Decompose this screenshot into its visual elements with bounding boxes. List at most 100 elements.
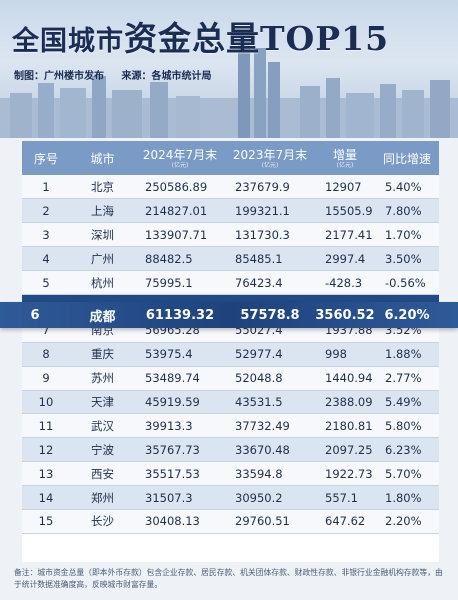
cell-city: 杭州 (70, 270, 135, 295)
hl-increase: 3560.52 (315, 307, 375, 323)
table-row: 1 北京 250586.89 237679.9 12907 5.40% (22, 175, 439, 200)
table-row: 12 宁波 35767.73 33670.48 2097.25 6.23% (22, 437, 439, 463)
cell-y2023: 33670.48 (225, 437, 315, 463)
cell-city: 宁波 (70, 437, 135, 463)
table-row: 11 武汉 39913.3 37732.49 2180.81 5.80% (22, 413, 439, 439)
cell-y2023: 131730.3 (225, 222, 315, 248)
title-prefix: 全国城市 (12, 26, 124, 57)
credit-source: 来源：各城市统计局 (121, 71, 212, 82)
cell-yoy: 1.88% (375, 342, 439, 367)
cell-yoy: 5.80% (375, 413, 439, 439)
cell-rank: 5 (22, 270, 70, 295)
hl-2024: 61139.32 (145, 307, 215, 323)
cell-increase: 2180.81 (315, 413, 375, 439)
cell-rank: 10 (22, 390, 70, 415)
table-header-row: 序号 城市 2024年7月末 (亿元) 2023年7月末 (亿元) 增量 (亿元) 同… (22, 141, 439, 175)
cell-increase: 2997.4 (315, 246, 375, 272)
header-increase: 增量 (亿元) (315, 141, 375, 175)
cell-y2023: 29760.51 (225, 509, 315, 534)
cell-y2024: 53489.74 (135, 366, 225, 391)
table-row: 10 天津 45919.59 43531.5 2388.09 5.49% (22, 390, 439, 415)
cell-city: 天津 (70, 390, 135, 415)
cell-yoy: 7.80% (375, 198, 439, 224)
header-2024-unit: (亿元) (171, 162, 189, 169)
cell-y2023: 37732.49 (225, 413, 315, 439)
cell-yoy: -0.56% (375, 270, 439, 295)
table-row: 3 深圳 133907.71 131730.3 2177.41 1.70% (22, 222, 439, 248)
cell-y2024: 39913.3 (135, 413, 225, 439)
cell-city: 重庆 (70, 342, 135, 367)
cell-rank: 13 (22, 461, 70, 487)
cell-rank: 11 (22, 413, 70, 439)
cell-rank: 14 (22, 485, 70, 510)
cell-city: 郑州 (70, 485, 135, 510)
cell-increase: 2177.41 (315, 222, 375, 248)
credits: 制图：广州楼市发布 来源：各城市统计局 (14, 67, 225, 82)
cell-city: 广州 (70, 246, 135, 272)
cell-increase: 12907 (315, 175, 375, 200)
footnote: 备注：城市资金总量（即本外币存款）包含企业存款、居民存款、机关团体存款、财政性存… (14, 568, 443, 589)
cell-increase: 15505.9 (315, 198, 375, 224)
cell-increase: 557.1 (315, 485, 375, 510)
cell-yoy: 5.70% (375, 461, 439, 487)
header-city: 城市 (90, 151, 115, 166)
header-increase-label: 增量 (332, 148, 357, 162)
header-2024-label: 2024年7月末 (142, 148, 218, 162)
table-row: 5 杭州 75995.1 76423.4 -428.3 -0.56% (22, 270, 439, 295)
hl-2023: 57578.8 (240, 307, 300, 323)
cell-yoy: 5.49% (375, 390, 439, 415)
cell-y2024: 250586.89 (135, 175, 225, 200)
cell-city: 西安 (70, 461, 135, 487)
hl-rank: 6 (30, 307, 40, 323)
cell-yoy: 6.23% (375, 437, 439, 463)
header-yoy: 同比增速 (382, 151, 431, 166)
cell-city: 北京 (70, 175, 135, 200)
cell-increase: -428.3 (315, 270, 375, 295)
cell-yoy: 3.50% (375, 246, 439, 272)
cell-city: 深圳 (70, 222, 135, 248)
hl-yoy: 6.20% (384, 307, 430, 323)
page-title: 全国城市资金总量TOP15 (12, 12, 389, 60)
cell-rank: 15 (22, 509, 70, 534)
header-2023-unit: (亿元) (261, 162, 279, 169)
cell-y2024: 53975.4 (135, 342, 225, 367)
cell-city: 苏州 (70, 366, 135, 391)
hl-city: 成都 (89, 309, 116, 325)
cell-yoy: 5.40% (375, 175, 439, 200)
cell-y2024: 133907.71 (135, 222, 225, 248)
cell-y2023: 237679.9 (225, 175, 315, 200)
header-2023-label: 2023年7月末 (232, 148, 308, 162)
city-skyline-image (0, 40, 458, 138)
credit-maker: 制图：广州楼市发布 (14, 71, 104, 82)
table-row: 13 西安 35517.53 33594.8 1922.73 5.70% (22, 461, 439, 487)
cell-y2024: 45919.59 (135, 390, 225, 415)
highlight-row-chengdu: 6 成都 61139.32 57578.8 3560.52 6.20% (0, 302, 458, 328)
cell-yoy: 2.77% (375, 366, 439, 391)
cell-rank: 4 (22, 246, 70, 272)
header-increase-unit: (亿元) (336, 162, 354, 169)
table-row: 15 长沙 30408.13 29760.51 647.62 2.20% (22, 509, 439, 534)
cell-city: 武汉 (70, 413, 135, 439)
cell-y2024: 31507.3 (135, 485, 225, 510)
cell-y2023: 30950.2 (225, 485, 315, 510)
ranking-table: 序号 城市 2024年7月末 (亿元) 2023年7月末 (亿元) 增量 (亿元) 同… (22, 141, 439, 562)
cell-y2023: 199321.1 (225, 198, 315, 224)
table-row: 14 郑州 31507.3 30950.2 557.1 1.80% (22, 485, 439, 510)
cell-increase: 2388.09 (315, 390, 375, 415)
cell-city: 上海 (70, 198, 135, 224)
cell-increase: 1440.94 (315, 366, 375, 391)
cell-y2023: 33594.8 (225, 461, 315, 487)
cell-y2024: 214827.01 (135, 198, 225, 224)
cell-y2023: 43531.5 (225, 390, 315, 415)
cell-y2024: 75995.1 (135, 270, 225, 295)
cell-increase: 1922.73 (315, 461, 375, 487)
cell-increase: 647.62 (315, 509, 375, 534)
header-2023: 2023年7月末 (亿元) (225, 141, 315, 175)
cell-rank: 1 (22, 175, 70, 200)
cell-rank: 2 (22, 198, 70, 224)
header-2024: 2024年7月末 (亿元) (135, 141, 225, 175)
cell-y2024: 30408.13 (135, 509, 225, 534)
cell-y2023: 52977.4 (225, 342, 315, 367)
table-row: 8 重庆 53975.4 52977.4 998 1.88% (22, 342, 439, 367)
header-banner: 全国城市资金总量TOP15 制图：广州楼市发布 来源：各城市统计局 (0, 0, 458, 138)
